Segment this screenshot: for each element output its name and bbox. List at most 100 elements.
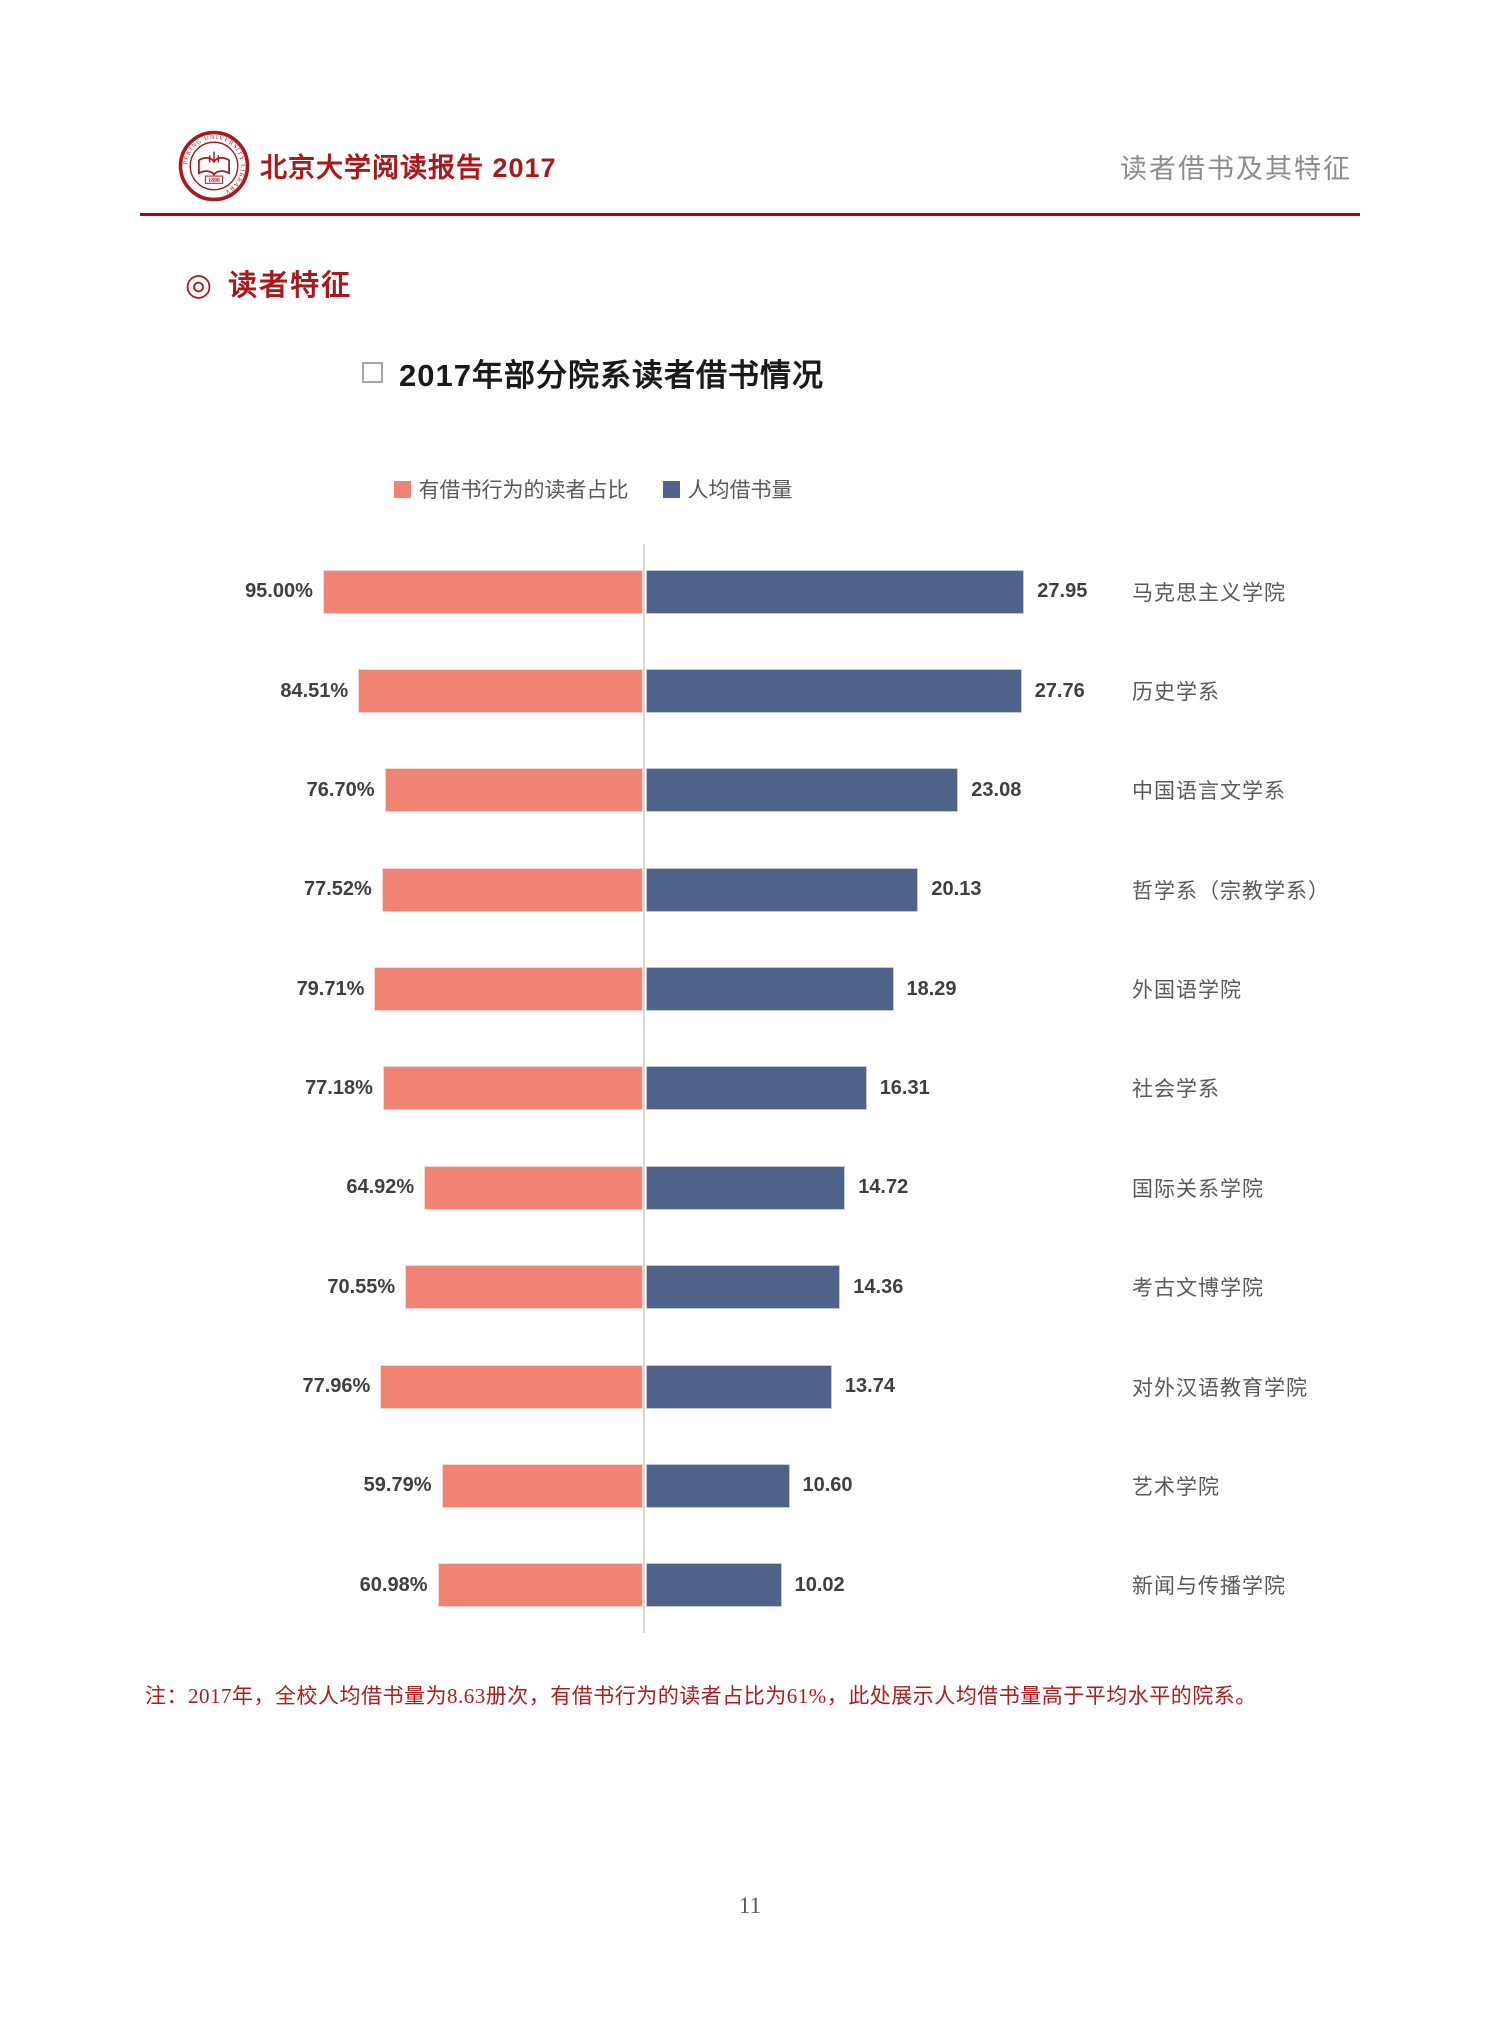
volume-bar [646,1364,832,1409]
chart-row: 79.71% 18.29 外国语学院 [0,939,1500,1038]
chart-title-wrap: 2017年部分院系读者借书情况 [0,350,1186,395]
category-label: 新闻与传播学院 [1132,1574,1286,1599]
volume-bar-group: 23.08 [646,768,1022,813]
percent-series-swatch-icon [393,480,411,498]
volume-bar-group: 18.29 [646,967,957,1012]
chart-row: 60.98% 10.02 新闻与传播学院 [0,1536,1500,1635]
chart-row: 77.96% 13.74 对外汉语教育学院 [0,1337,1500,1436]
chart-row: 77.52% 20.13 哲学系（宗教学系） [0,840,1500,939]
category-label: 马克思主义学院 [1132,580,1286,605]
volume-bar [646,1066,867,1111]
chart-row: 59.79% 10.60 艺术学院 [0,1436,1500,1535]
chart-row: 76.70% 23.08 中国语言文学系 [0,741,1500,840]
category-label: 外国语学院 [1132,978,1242,1003]
percent-bar [381,867,643,912]
report-title: 北京大学阅读报告 2017 [260,153,557,183]
legend-label-volume: 人均借书量 [687,479,793,502]
chart-row: 77.18% 16.31 社会学系 [0,1039,1500,1138]
percent-value-label: 79.71% [296,977,365,1000]
center-axis-line [643,544,645,1633]
percent-value-label: 84.51% [280,679,349,702]
legend-item-percent: 有借书行为的读者占比 [393,474,629,504]
svg-text:1898: 1898 [208,178,220,184]
volume-bar [646,569,1025,614]
percent-bar [424,1165,643,1210]
volume-bar-group: 10.02 [646,1563,845,1608]
percent-bar [405,1265,643,1310]
volume-bar [646,768,959,813]
category-label: 国际关系学院 [1132,1176,1264,1201]
section-heading: ◎ 读者特征 [185,262,352,304]
volume-bar-group: 14.72 [646,1165,909,1210]
section-title: 读者特征 [228,270,353,302]
volume-bar-group: 13.74 [646,1364,895,1409]
percent-value-label: 77.52% [303,878,372,901]
percent-bar-group: 95.00% [245,569,643,614]
chart-row: 84.51% 27.76 历史学系 [0,641,1500,740]
volume-bar-group: 10.60 [646,1463,853,1508]
volume-value-label: 14.72 [858,1176,909,1199]
percent-value-label: 59.79% [363,1474,432,1497]
volume-bar-group: 20.13 [646,867,982,912]
percent-value-label: 60.98% [359,1573,428,1596]
volume-bar-group: 16.31 [646,1066,930,1111]
square-bullet-icon [362,362,384,383]
legend-label-percent: 有借书行为的读者占比 [418,479,629,502]
chart-row: 64.92% 14.72 国际关系学院 [0,1138,1500,1237]
percent-bar-group: 84.51% [280,669,643,714]
volume-series-swatch-icon [662,480,680,498]
volume-bar [646,967,894,1012]
chart-title: 2017年部分院系读者借书情况 [362,350,824,395]
volume-bar [646,669,1022,714]
peking-university-library-seal-icon: PEKING UNIVERSITY LIBRARY 1898 [178,130,250,202]
chart-rows: 95.00% 27.95 马克思主义学院 84.51% 27.76 历史学系 76.70% 2… [0,542,1500,1635]
chart-row: 70.55% 14.36 考古文博学院 [0,1238,1500,1337]
percent-bar [437,1563,643,1608]
volume-bar [646,1463,790,1508]
percent-bar-group: 60.98% [359,1563,643,1608]
volume-value-label: 13.74 [844,1375,895,1398]
volume-bar [646,1165,846,1210]
volume-value-label: 20.13 [931,878,982,901]
percent-bar-group: 64.92% [346,1165,643,1210]
page-number: 11 [738,1893,762,1918]
volume-value-label: 27.95 [1037,580,1088,603]
percent-bar [374,967,643,1012]
chart-title-text: 2017年部分院系读者借书情况 [399,358,824,393]
percent-bar [322,569,643,614]
chart-row: 95.00% 27.95 马克思主义学院 [0,542,1500,641]
volume-bar-group: 14.36 [646,1265,904,1310]
chart-plot-area: 95.00% 27.95 马克思主义学院 84.51% 27.76 历史学系 76.70% 2… [0,542,1500,1635]
volume-value-label: 18.29 [906,977,957,1000]
percent-value-label: 77.18% [305,1076,373,1099]
percent-bar-group: 79.71% [296,967,643,1012]
percent-bar-group: 70.55% [327,1265,643,1310]
percent-bar-group: 77.52% [303,867,643,912]
header-divider [140,213,1360,216]
volume-value-label: 16.31 [879,1076,930,1099]
category-label: 对外汉语教育学院 [1132,1375,1308,1400]
chart-footnote: 注：2017年，全校人均借书量为8.63册次，有借书行为的读者占比为61%，此处… [145,1684,1257,1708]
category-label: 中国语言文学系 [1132,779,1286,804]
volume-bar-group: 27.95 [646,569,1088,614]
percent-bar [441,1463,643,1508]
volume-value-label: 10.02 [794,1573,845,1596]
category-label: 历史学系 [1132,680,1220,705]
volume-bar [646,867,919,912]
volume-value-label: 27.76 [1034,679,1085,702]
percent-value-label: 95.00% [245,580,313,603]
percent-bar-group: 76.70% [307,768,643,813]
percent-bar [382,1066,643,1111]
volume-bar [646,1563,782,1608]
percent-bar [384,768,643,813]
volume-value-label: 10.60 [802,1474,853,1497]
volume-value-label: 23.08 [971,778,1022,801]
percent-bar-group: 59.79% [363,1463,643,1508]
category-label: 考古文博学院 [1132,1276,1264,1301]
volume-value-label: 14.36 [853,1275,904,1298]
percent-value-label: 70.55% [327,1275,396,1298]
category-label: 艺术学院 [1132,1474,1220,1499]
volume-bar [646,1265,841,1310]
volume-bar-group: 27.76 [646,669,1085,714]
